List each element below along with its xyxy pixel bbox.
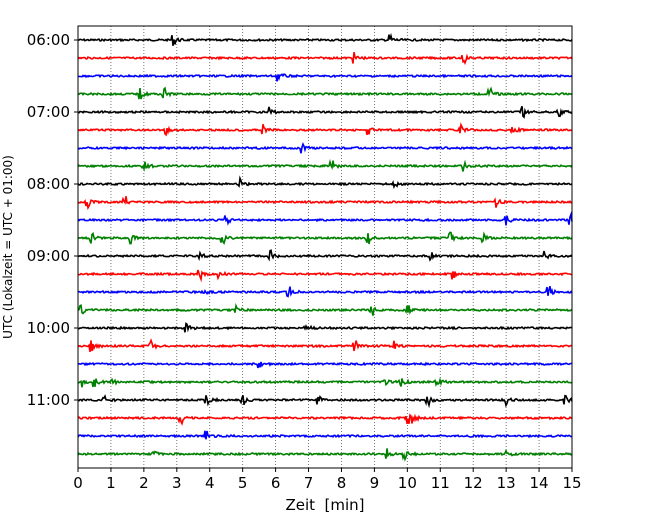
trace-0930 (77, 285, 573, 298)
y-axis: 06:00 07:00 08:00 09:00 10:00 11:00 (27, 31, 78, 409)
traces (77, 32, 573, 462)
trace-1045 (77, 376, 573, 388)
trace-0615 (77, 52, 573, 66)
y-tick-label: 10:00 (27, 319, 70, 337)
x-tick-label: 11 (431, 474, 450, 492)
trace-1015 (77, 338, 573, 353)
x-tick-label: 4 (205, 474, 215, 492)
y-axis-label: UTC (Lokalzeit = UTC + 01:00) (1, 155, 15, 339)
trace-0700 (77, 105, 573, 119)
trace-0600 (77, 32, 573, 46)
x-tick-label: 6 (271, 474, 281, 492)
x-tick-label: 10 (398, 474, 417, 492)
x-tick-label: 15 (562, 474, 581, 492)
x-axis-label: Zeit [min] (285, 496, 364, 514)
trace-1145 (77, 448, 573, 462)
y-tick-label: 11:00 (27, 391, 70, 409)
x-tick-label: 1 (106, 474, 116, 492)
x-tick-label: 14 (530, 474, 549, 492)
x-tick-label: 13 (497, 474, 516, 492)
y-tick-label: 07:00 (27, 103, 70, 121)
x-tick-label: 3 (172, 474, 182, 492)
x-tick-label: 5 (238, 474, 248, 492)
y-tick-label: 09:00 (27, 247, 70, 265)
trace-0945 (77, 302, 573, 316)
x-tick-label: 2 (139, 474, 149, 492)
x-tick-label: 0 (73, 474, 83, 492)
trace-0715 (77, 122, 573, 137)
trace-0645 (77, 86, 573, 100)
trace-0745 (77, 158, 573, 172)
trace-1000 (77, 322, 573, 333)
x-tick-label: 12 (464, 474, 483, 492)
y-tick-label: 08:00 (27, 175, 70, 193)
trace-1030 (78, 361, 573, 369)
x-axis: 0 1 2 3 4 5 6 7 8 9 10 11 12 13 14 15 (73, 468, 582, 492)
y-tick-label: 06:00 (27, 31, 70, 49)
x-tick-label: 7 (304, 474, 314, 492)
trace-0915 (77, 269, 573, 283)
trace-0830 (77, 211, 573, 226)
trace-0800 (77, 175, 573, 190)
trace-0730 (77, 141, 573, 154)
trace-0900 (77, 249, 573, 262)
plot-frame (77, 25, 573, 469)
trace-0845 (77, 231, 573, 245)
x-tick-label: 8 (337, 474, 347, 492)
trace-1100 (77, 394, 573, 409)
x-tick-label: 9 (370, 474, 380, 492)
trace-1130 (77, 430, 573, 440)
trace-0815 (77, 196, 573, 211)
trace-0630 (77, 73, 573, 82)
trace-1115 (77, 413, 573, 426)
